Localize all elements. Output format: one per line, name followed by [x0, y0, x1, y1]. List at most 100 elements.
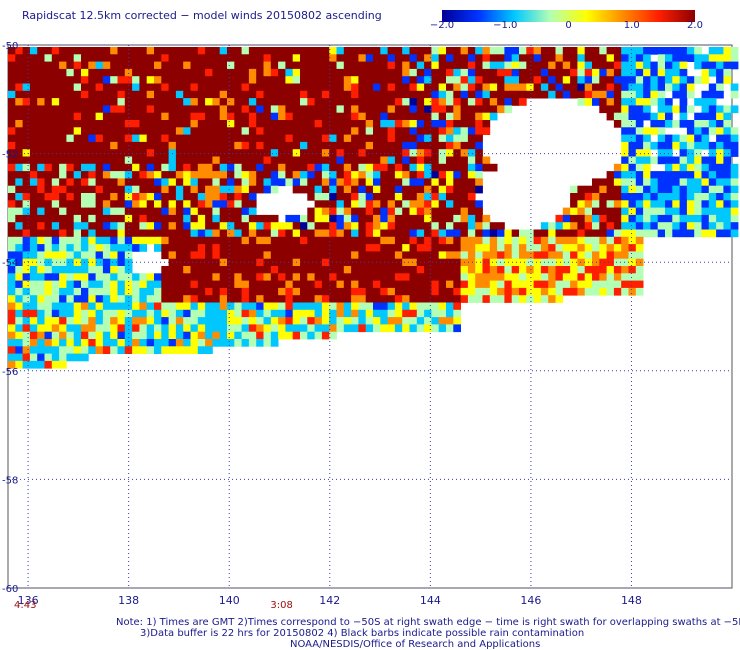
wind-cell — [29, 302, 38, 311]
wind-cell — [599, 251, 607, 260]
wind-cell — [117, 244, 126, 252]
wind-cell — [95, 61, 104, 70]
wind-cell — [511, 251, 520, 260]
wind-cell — [124, 134, 133, 143]
wind-cell — [59, 98, 67, 106]
wind-cell — [686, 127, 695, 135]
wind-cell — [613, 171, 622, 179]
wind-cell — [365, 149, 374, 157]
wind-cell — [482, 266, 491, 274]
wind-cell — [248, 83, 257, 92]
wind-cell — [29, 353, 38, 362]
wind-cell — [482, 236, 491, 245]
wind-cell — [307, 236, 315, 245]
wind-cell — [431, 120, 440, 128]
wind-cell — [248, 251, 257, 260]
wind-cell — [190, 98, 199, 106]
wind-cell — [358, 287, 367, 296]
wind-cell — [599, 54, 607, 62]
wind-cell — [88, 339, 96, 347]
wind-cell — [88, 134, 96, 143]
wind-cell — [102, 156, 111, 165]
wind-cell — [621, 98, 629, 106]
wind-cell — [365, 193, 374, 201]
wind-cell — [29, 83, 38, 92]
wind-cell — [686, 163, 695, 172]
wind-cell — [424, 163, 432, 172]
wind-cell — [394, 280, 403, 289]
wind-cell — [475, 295, 483, 303]
wind-cell — [59, 127, 67, 135]
wind-cell — [29, 76, 38, 84]
wind-cell — [723, 68, 732, 77]
wind-cell — [489, 229, 498, 238]
wind-cell — [358, 258, 367, 267]
wind-cell — [665, 105, 673, 114]
wind-cell — [95, 324, 104, 333]
wind-cell — [394, 83, 403, 92]
wind-cell — [154, 54, 162, 62]
wind-cell — [22, 185, 31, 194]
wind-cell — [29, 346, 38, 354]
wind-cell — [446, 207, 454, 216]
wind-cell — [59, 214, 67, 223]
wind-cell — [292, 83, 301, 92]
wind-cell — [329, 200, 337, 208]
wind-cell — [124, 251, 133, 260]
wind-cell — [183, 149, 191, 157]
wind-cell — [117, 149, 126, 157]
wind-cell — [66, 163, 75, 172]
wind-cell — [190, 266, 199, 274]
wind-cell — [716, 76, 724, 84]
wind-cell — [205, 331, 213, 340]
wind-cell — [321, 244, 330, 252]
wind-cell — [716, 54, 724, 62]
wind-cell — [555, 90, 564, 99]
wind-cell — [613, 222, 622, 230]
wind-cell — [467, 185, 476, 194]
wind-cell — [336, 222, 345, 230]
wind-cell — [424, 244, 432, 252]
wind-cell — [453, 280, 461, 289]
wind-cell — [51, 112, 60, 121]
wind-cell — [8, 346, 16, 354]
wind-cell — [139, 339, 148, 347]
wind-cell — [59, 120, 67, 128]
wind-cell — [124, 90, 133, 99]
wind-cell — [51, 222, 60, 230]
wind-cell — [256, 54, 264, 62]
wind-cell — [29, 185, 38, 194]
wind-cell — [416, 309, 425, 318]
wind-cell — [657, 61, 666, 70]
wind-cell — [314, 295, 323, 303]
wind-cell — [665, 61, 673, 70]
wind-cell — [285, 222, 294, 230]
wind-cell — [657, 207, 666, 216]
wind-cell — [88, 200, 96, 208]
wind-cell — [117, 134, 126, 143]
wind-cell — [29, 120, 38, 128]
wind-cell — [657, 185, 666, 194]
wind-cell — [212, 185, 221, 194]
wind-cell — [592, 280, 600, 289]
wind-cell — [248, 193, 257, 201]
wind-cell — [592, 266, 600, 274]
wind-cell — [73, 178, 82, 187]
wind-cell — [44, 98, 53, 106]
wind-cell — [132, 171, 140, 179]
wind-cell — [723, 112, 732, 121]
wind-cell — [628, 90, 637, 99]
wind-cell — [679, 178, 688, 187]
wind-cell — [329, 258, 337, 267]
wind-cell — [88, 120, 96, 128]
wind-cell — [278, 76, 286, 84]
wind-cell — [139, 163, 148, 172]
wind-cell — [446, 54, 454, 62]
wind-cell — [672, 134, 680, 143]
wind-cell — [686, 134, 695, 143]
wind-cell — [197, 98, 206, 106]
wind-cell — [95, 200, 104, 208]
wind-cell — [278, 280, 286, 289]
wind-cell — [694, 120, 702, 128]
wind-cell — [329, 193, 337, 201]
